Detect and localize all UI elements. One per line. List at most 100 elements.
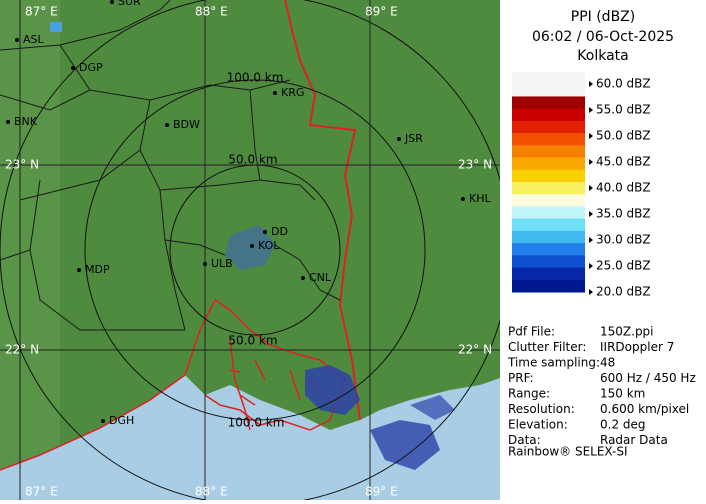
lake: [50, 22, 62, 32]
station-label: CNL: [309, 271, 332, 284]
info-value: Radar Data: [600, 433, 668, 447]
info: Pdf File: 150Z.ppi Clutter Filter: IIRDoppl…: [507, 325, 696, 448]
info-value: IIRDoppler 7: [600, 340, 674, 354]
info-label: Range:: [508, 387, 550, 401]
legend-label: 45.0 dBZ: [596, 155, 651, 169]
info-label: Time sampling:: [507, 356, 600, 370]
legend-arrow: [589, 159, 593, 165]
echo: [305, 365, 360, 415]
legend: 60.0 dBZ 55.0 dBZ 50.0 dBZ 45.0 dBZ 40.0 dBZ…: [589, 77, 651, 299]
legend-arrow: [589, 289, 593, 295]
side-panel: PPI (dBZ) 06:02 / 06-Oct-2025 Kolkata 60…: [500, 0, 706, 500]
map: 87° E 88° E 89° E 87° E 88° E 89° E 23° …: [0, 0, 511, 504]
station-label: KHL: [469, 192, 491, 205]
range-label: 50.0 km: [228, 334, 277, 348]
info-value: 150Z.ppi: [600, 325, 654, 339]
info-label: Resolution:: [508, 402, 575, 416]
scale-band: [512, 267, 585, 281]
legend-arrow: [589, 237, 593, 243]
legend-label: 40.0 dBZ: [596, 181, 651, 195]
echo: [410, 395, 455, 420]
info-label: PRF:: [508, 371, 534, 385]
color-scale: [512, 72, 585, 293]
station-label: ULB: [211, 257, 233, 270]
scale-band: [512, 206, 585, 220]
scale-band: [512, 182, 585, 195]
grid-label: 89° E: [365, 5, 398, 19]
station-label: KOL: [258, 239, 280, 252]
scale-band: [512, 218, 585, 232]
station-dot: [77, 268, 81, 272]
scale-band: [512, 108, 585, 122]
info-value: 150 km: [600, 387, 645, 401]
station-label: DGH: [109, 414, 134, 427]
range-label: 100.0 km: [227, 71, 284, 85]
rivers: [229, 359, 326, 406]
station-dot: [165, 123, 169, 127]
station-label: KRG: [281, 86, 304, 99]
border: [284, 0, 361, 421]
info-value: 48: [600, 356, 615, 370]
sea: [0, 375, 500, 500]
legend-arrow: [589, 211, 593, 217]
scale-band: [512, 84, 585, 97]
legend-label: 35.0 dBZ: [596, 207, 651, 221]
station-dot: [301, 276, 305, 280]
scale-band: [512, 133, 585, 146]
grid-label: 22° N: [458, 343, 492, 357]
panel-title: PPI (dBZ): [571, 9, 635, 25]
station-dot: [250, 244, 254, 248]
scale-band: [512, 194, 585, 207]
station-dot: [110, 0, 114, 4]
station-dot: [203, 262, 207, 266]
grid-label: 88° E: [195, 485, 228, 499]
scale-band: [512, 96, 585, 110]
station-label: ASL: [23, 33, 45, 46]
legend-label: 60.0 dBZ: [596, 77, 651, 91]
station-label: DD: [271, 225, 288, 238]
range-label: 50.0 km: [228, 153, 277, 167]
scale-band: [512, 120, 585, 134]
info-label: Clutter Filter:: [508, 340, 586, 354]
station-dot: [461, 197, 465, 201]
legend-arrow: [589, 81, 593, 87]
echo: [370, 420, 440, 470]
scale-band: [512, 243, 585, 256]
legend-arrow: [589, 107, 593, 113]
station-dot: [273, 91, 277, 95]
info-value: 600 Hz / 450 Hz: [600, 371, 696, 385]
scale-band: [512, 255, 585, 269]
grid-label: 22° N: [5, 343, 39, 357]
grid-label: 23° N: [458, 158, 492, 172]
station-dot: [263, 230, 267, 234]
legend-label: 55.0 dBZ: [596, 103, 651, 117]
scale-band: [512, 279, 585, 293]
info-label: Elevation:: [508, 418, 568, 432]
station-dot: [6, 120, 10, 124]
panel-site: Kolkata: [577, 48, 628, 64]
station-label: MDP: [85, 263, 110, 276]
info-label: Pdf File:: [508, 325, 555, 339]
grid-label: 23° N: [5, 158, 39, 172]
station-dot: [397, 137, 401, 141]
station-label: JSR: [404, 132, 423, 145]
scale-band: [512, 157, 585, 171]
station-dot: [15, 38, 19, 42]
scale-band: [512, 145, 585, 159]
scale-band: [512, 230, 585, 244]
legend-arrow: [589, 263, 593, 269]
info-label: Data:: [508, 433, 541, 447]
grid-label: 87° E: [25, 5, 58, 19]
station-dot: [101, 419, 105, 423]
scale-band: [512, 72, 585, 85]
station-label: BDW: [173, 118, 200, 131]
footer: Rainbow® SELEX-SI: [508, 445, 628, 459]
station-label: BNK: [14, 115, 38, 128]
grid-label: 89° E: [365, 485, 398, 499]
grid-label: 88° E: [195, 5, 228, 19]
legend-label: 20.0 dBZ: [596, 285, 651, 299]
station-dot: [71, 66, 75, 70]
